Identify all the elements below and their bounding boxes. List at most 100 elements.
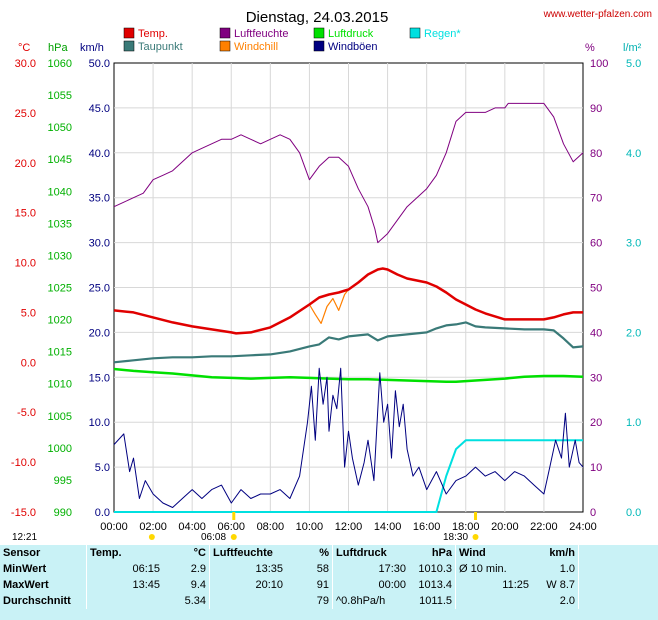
series-temp-line: [113, 267, 583, 335]
rain-unit-label: l/m²: [623, 42, 642, 54]
temp-axis-tick: 25.0: [15, 108, 36, 120]
grid: [113, 62, 584, 513]
humidity-axis-tick: 30: [590, 372, 602, 384]
series-luftdruck-line: [113, 367, 584, 384]
legend-label: Temp.: [138, 28, 168, 40]
stats-header-hum: Luftfeuchte: [209, 545, 286, 561]
x-axis-tick: 02:00: [139, 521, 167, 533]
stats-press-time: 00:00: [332, 577, 409, 593]
series-regen-line: [114, 439, 583, 513]
stats-header-sensor: Sensor: [3, 547, 41, 559]
rain-axis-tick: 2.0: [626, 327, 641, 339]
pressure-axis-tick: 1035: [48, 218, 72, 230]
temp-axis-tick: 20.0: [15, 158, 36, 170]
stats-press-value: 1013.4: [418, 579, 452, 591]
pressure-axis-tick: 1060: [48, 58, 72, 70]
wind-axis-tick: 0.0: [95, 507, 110, 519]
weather-chart: Dienstag, 24.03.2015 www.wetter-pfalzen.…: [11, 9, 652, 543]
x-axis-tick: 18:00: [452, 521, 480, 533]
humidity-axis-tick: 60: [590, 238, 602, 250]
stats-spacer: [578, 561, 658, 577]
axis-tick-labels: 30.0 25.0 20.0 15.0 10.0 5.0 0.0 -5.0 -10.0 -15.0…: [11, 58, 641, 533]
x-axis-tick: 24:00: [569, 521, 597, 533]
humidity-axis-tick: 40: [590, 327, 602, 339]
stats-hum-time: 13:35: [209, 561, 286, 577]
left-time-marker: 12:21: [12, 532, 37, 543]
pressure-axis-tick: 1025: [48, 283, 72, 295]
temp-axis-tick: 30.0: [15, 58, 36, 70]
stats-wind-time: [455, 593, 532, 609]
legend-swatch: [219, 27, 231, 39]
legend-swatch: [123, 27, 135, 39]
legend-label: Taupunkt: [138, 41, 183, 53]
stats-wind-value: 2.0: [559, 595, 575, 607]
rain-axis-tick: 0.0: [626, 507, 641, 519]
stats-header-wind: Wind: [455, 545, 532, 561]
humidity-axis-tick: 100: [590, 58, 608, 70]
stats-header-row: Sensor Temp. °C Luftfeuchte % Luftdruck …: [0, 545, 658, 561]
wind-axis-tick: 50.0: [89, 58, 110, 70]
stats-wind-value: 1.0: [559, 563, 575, 575]
stats-spacer: [578, 593, 658, 609]
x-axis-tick: 00:00: [100, 521, 128, 533]
wind-axis-tick: 30.0: [89, 238, 110, 250]
legend-swatch: [123, 40, 135, 52]
pressure-axis-tick: 1010: [48, 379, 72, 391]
temp-unit-label: °C: [18, 42, 30, 54]
pressure-axis-tick: 1045: [48, 154, 72, 166]
chart-svg: Dienstag, 24.03.2015 www.wetter-pfalzen.…: [11, 9, 652, 543]
rain-axis-tick: 4.0: [626, 148, 641, 160]
humidity-axis-tick: 70: [590, 193, 602, 205]
legend-label: Regen*: [424, 28, 461, 40]
stats-press-value: 1011.5: [419, 595, 452, 607]
stats-header-wind-unit: km/h: [549, 547, 575, 559]
chart-title: Dienstag, 24.03.2015: [246, 9, 389, 26]
pressure-axis-tick: 1000: [48, 443, 72, 455]
legend-swatch: [313, 27, 325, 39]
humidity-axis-tick: 0: [590, 507, 596, 519]
pressure-axis-tick: 1015: [48, 347, 72, 359]
wind-axis-tick: 25.0: [89, 283, 110, 295]
series-layer: [113, 102, 584, 513]
x-axis-tick: 08:00: [257, 521, 285, 533]
website-link[interactable]: www.wetter-pfalzen.com: [543, 9, 652, 20]
stats-row-max: MaxWert 13:45 9.4 20:10 91 00:00 1013.4 …: [0, 577, 658, 593]
wind-unit-label: km/h: [80, 42, 104, 54]
humidity-axis-tick: 10: [590, 462, 602, 474]
stats-hum-value: 79: [316, 595, 329, 607]
temp-axis-tick: 10.0: [15, 258, 36, 270]
stats-temp-value: 9.4: [190, 579, 206, 591]
stats-wind-value: W 8.7: [546, 579, 575, 591]
x-axis-tick: 20:00: [491, 521, 519, 533]
sunset-sun-icon: [472, 534, 479, 540]
x-axis-tick: 16:00: [413, 521, 441, 533]
temp-axis-tick: -5.0: [17, 407, 36, 419]
series-windböen-line: [113, 367, 584, 508]
stats-temp-time: [86, 593, 163, 609]
stats-hum-time: 20:10: [209, 577, 286, 593]
stats-table: Sensor Temp. °C Luftfeuchte % Luftdruck …: [0, 545, 658, 620]
pressure-axis-tick: 1050: [48, 122, 72, 134]
wind-axis-tick: 35.0: [89, 193, 110, 205]
wind-axis-tick: 15.0: [89, 372, 110, 384]
time-markers: 12:21 06:08 18:30: [12, 512, 479, 543]
pressure-axis-tick: 1040: [48, 186, 72, 198]
stats-header-temp-unit: °C: [193, 547, 206, 559]
stats-press-value: 1010.3: [418, 563, 452, 575]
stats-temp-value: 2.9: [190, 563, 206, 575]
series-windchill-line: [308, 289, 349, 324]
stats-header-press-unit: hPa: [431, 547, 452, 559]
sun-marker: [148, 534, 155, 540]
pressure-axis-tick: 990: [54, 507, 72, 519]
stats-row-label: MaxWert: [3, 579, 49, 591]
humidity-axis-tick: 50: [590, 283, 602, 295]
stats-header-hum-unit: %: [319, 547, 329, 559]
stats-header-press: Luftdruck: [332, 545, 409, 561]
x-axis-tick: 22:00: [530, 521, 558, 533]
humidity-unit-label: %: [585, 42, 595, 54]
legend-label: Luftdruck: [328, 28, 374, 40]
legend-label: Windböen: [328, 41, 378, 53]
legend-label: Windchill: [234, 41, 278, 53]
series-taupunkt-line: [113, 321, 584, 364]
stats-row-min: MinWert 06:15 2.9 13:35 58 17:30 1010.3 …: [0, 561, 658, 577]
